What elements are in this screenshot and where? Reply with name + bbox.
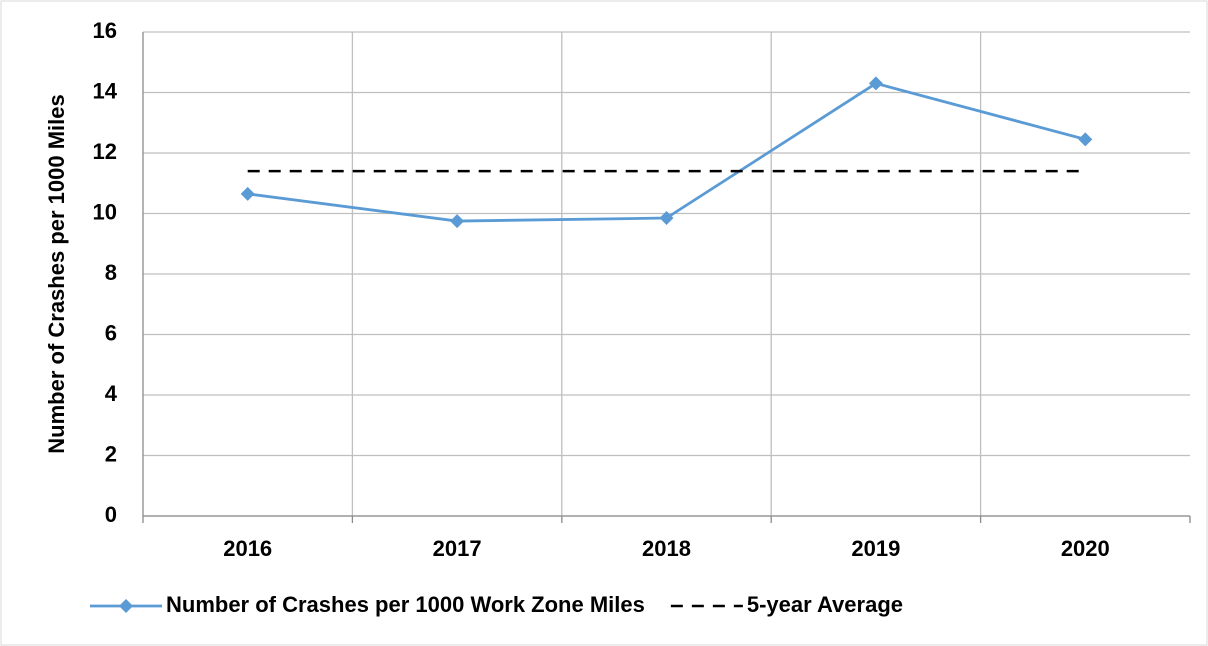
- legend-label: 5-year Average: [747, 592, 903, 617]
- y-tick-label: 4: [105, 381, 118, 406]
- y-tick-label: 0: [105, 502, 117, 527]
- data-point: [1078, 132, 1093, 147]
- y-tick-label: 12: [93, 139, 117, 164]
- x-tick-label: 2020: [1061, 536, 1110, 561]
- data-point: [450, 214, 465, 229]
- legend-label: Number of Crashes per 1000 Work Zone Mil…: [166, 592, 645, 617]
- y-tick-label: 2: [105, 441, 117, 466]
- y-tick-label: 6: [105, 320, 117, 345]
- y-tick-label: 16: [93, 18, 117, 43]
- y-tick-label: 14: [93, 78, 118, 103]
- x-tick-label: 2016: [223, 536, 272, 561]
- y-tick-label: 8: [105, 260, 117, 285]
- data-point: [868, 76, 883, 91]
- y-tick-label: 10: [93, 199, 117, 224]
- legend-marker: [119, 599, 133, 613]
- x-tick-label: 2019: [851, 536, 900, 561]
- data-point: [659, 211, 674, 226]
- y-axis-label: Number of Crashes per 1000 Miles: [44, 94, 69, 453]
- x-tick-label: 2017: [433, 536, 482, 561]
- x-tick-label: 2018: [642, 536, 691, 561]
- data-point: [240, 186, 255, 201]
